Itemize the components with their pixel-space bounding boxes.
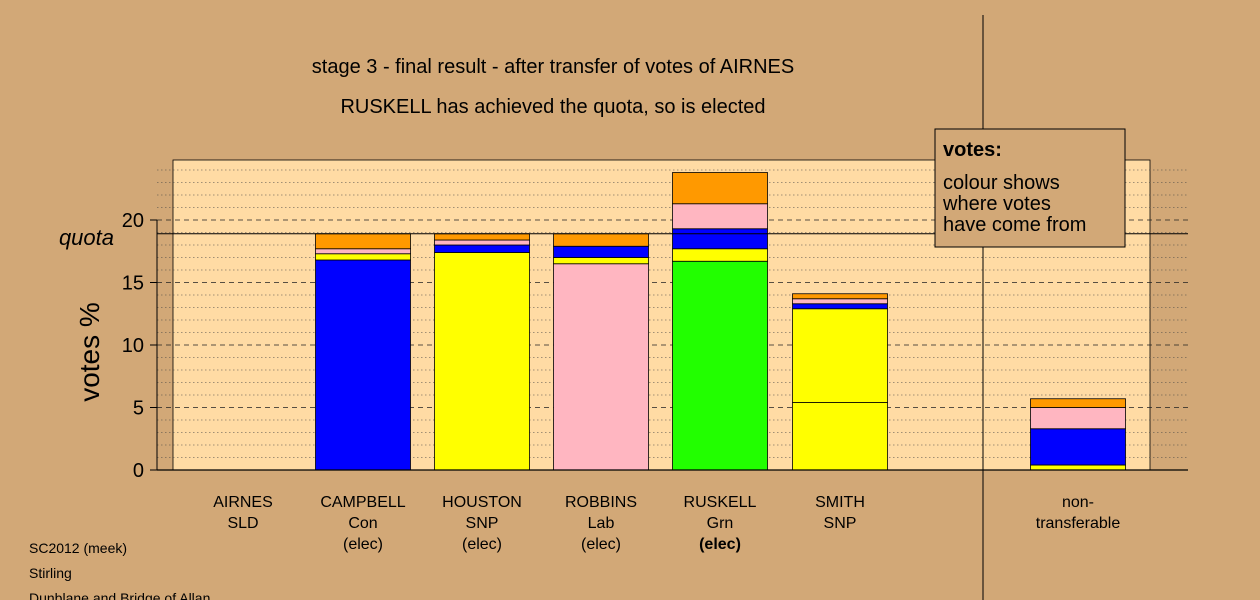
legend-line: colour shows <box>943 172 1060 194</box>
x-tick-label: Con <box>348 515 377 532</box>
bar-segment <box>434 233 530 241</box>
bar-segment <box>672 203 768 230</box>
bar-segment <box>792 303 888 310</box>
bar-segment <box>315 248 411 255</box>
bar-segment <box>1030 398 1126 408</box>
footer: SC2012 (meek) Stirling Dunblane and Brid… <box>29 540 210 600</box>
chart-title: stage 3 - final result - after transfer … <box>312 56 794 78</box>
x-tick-label: SNP <box>466 515 499 532</box>
footer-line: Stirling <box>29 565 72 581</box>
footer-line: SC2012 (meek) <box>29 540 127 556</box>
bar-segment <box>553 245 649 258</box>
x-tick-label: CAMPBELL <box>320 494 405 511</box>
bar-segment <box>434 244 530 253</box>
x-tick-label: SLD <box>227 515 258 532</box>
bar-segment <box>792 293 888 300</box>
legend-line: where votes <box>942 193 1051 215</box>
y-tick-label: 15 <box>122 273 144 295</box>
legend-title: votes: <box>943 139 1002 161</box>
x-tick-label: SMITH <box>815 494 865 511</box>
x-tick-label: transferable <box>1036 515 1121 532</box>
bar-segment <box>553 233 649 247</box>
x-tick-label: ROBBINS <box>565 494 637 511</box>
y-tick-label: 10 <box>122 335 144 357</box>
stacked-bars <box>315 172 888 471</box>
x-tick-label: (elec) <box>462 536 502 553</box>
x-tick-label: (elec) <box>699 536 741 553</box>
bar-segment <box>672 228 768 250</box>
x-axis-labels: AIRNES SLD CAMPBELL Con (elec) HOUSTON SNP (ele… <box>213 494 1120 553</box>
bar-segment <box>672 172 768 205</box>
y-tick-label: 20 <box>122 210 144 232</box>
legend-line: have come from <box>943 214 1086 236</box>
x-tick-label: SNP <box>824 515 857 532</box>
bar-segment <box>434 239 530 246</box>
bar-segment <box>792 402 888 471</box>
y-tick-label: 5 <box>133 398 144 420</box>
bar-segment <box>315 259 411 471</box>
x-tick-label: RUSKELL <box>684 494 757 511</box>
x-tick-label: AIRNES <box>213 494 273 511</box>
bar-segment <box>672 248 768 262</box>
bar-segment <box>792 308 888 403</box>
legend-box <box>934 128 1126 248</box>
y-axis: 0 5 10 15 20 <box>122 210 158 482</box>
y-axis-label: votes % <box>74 302 105 402</box>
x-tick-label: (elec) <box>343 536 383 553</box>
footer-line: Dunblane and Bridge of Allan <box>29 590 210 600</box>
nontransferable-bar <box>1030 398 1126 471</box>
bar-segment <box>315 233 411 250</box>
x-tick-label: Grn <box>707 515 734 532</box>
bar-segment <box>672 260 768 471</box>
bar-segment <box>553 263 649 471</box>
x-tick-label: non- <box>1062 494 1094 511</box>
bar-segment <box>315 253 411 261</box>
bar-segment <box>553 257 649 265</box>
bar-segment <box>1030 407 1126 430</box>
bar-segment <box>1030 464 1126 471</box>
legend: votes: colour shows where votes have com… <box>934 128 1126 248</box>
bar-segment <box>1030 428 1126 466</box>
x-tick-label: Lab <box>588 515 615 532</box>
bar-segment <box>434 252 530 471</box>
quota-label: quota <box>59 225 114 250</box>
x-tick-label: HOUSTON <box>442 494 522 511</box>
x-tick-label: (elec) <box>581 536 621 553</box>
y-tick-label: 0 <box>133 460 144 482</box>
chart-subtitle: RUSKELL has achieved the quota, so is el… <box>340 96 765 118</box>
bar-segment <box>792 298 888 305</box>
